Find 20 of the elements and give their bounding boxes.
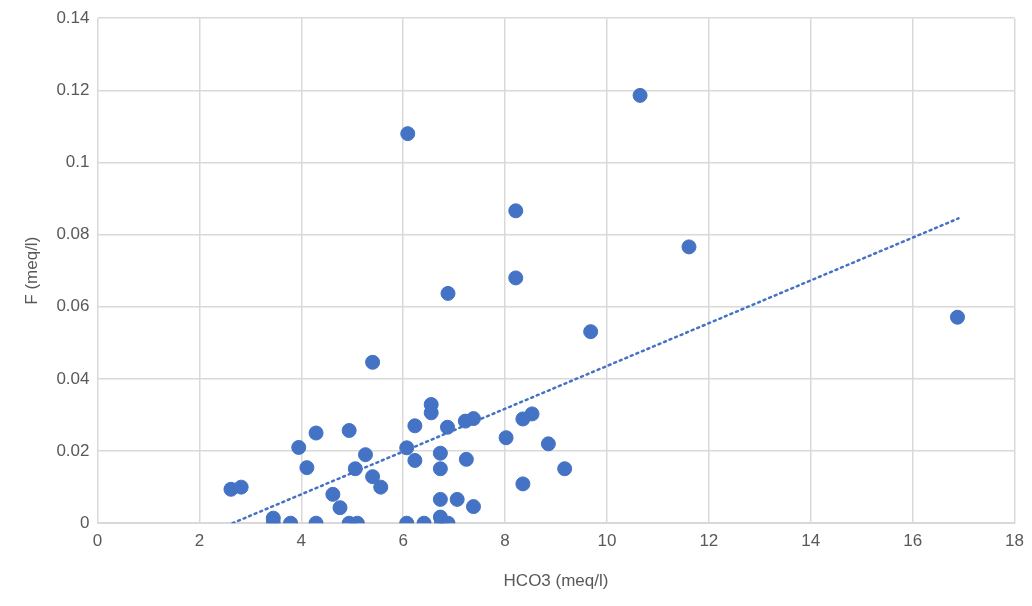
x-tick-label: 12	[699, 531, 719, 551]
y-tick-label: 0.02	[56, 440, 90, 460]
x-tick-label: 8	[500, 531, 510, 551]
x-tick-label: 16	[903, 531, 923, 551]
x-tick-label: 6	[398, 531, 408, 551]
y-tick-label: 0.12	[56, 80, 90, 100]
y-tick-label: 0.14	[56, 7, 90, 27]
y-tick-label: 0	[80, 512, 90, 532]
y-tick-label: 0.1	[65, 152, 90, 172]
x-tick-label: 0	[92, 531, 103, 551]
y-tick-label: 0.04	[56, 368, 90, 388]
x-tick-label: 2	[194, 531, 205, 551]
y-tick-label: 0.08	[56, 224, 90, 244]
y-axis-title: F (meq/l)	[21, 236, 41, 305]
x-tick-label: 4	[296, 531, 307, 551]
y-tick-label: 0.06	[56, 296, 90, 316]
x-tick-label: 10	[597, 531, 617, 551]
x-axis-title: HCO3 (meq/l)	[503, 571, 609, 591]
x-tick-label: 14	[801, 531, 821, 551]
x-tick-label: 18	[1005, 531, 1025, 551]
